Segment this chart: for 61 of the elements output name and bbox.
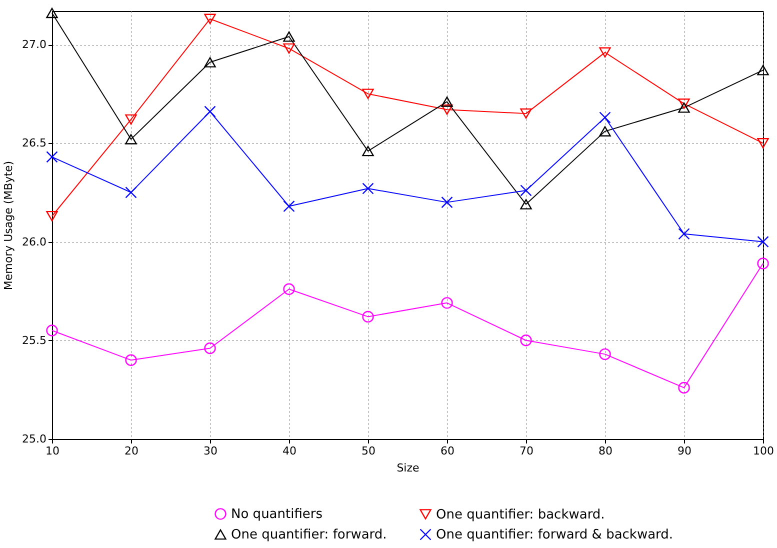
point [520, 334, 532, 346]
x-axis-title: Size [396, 462, 420, 474]
y-tick-label: 26.5 [22, 136, 46, 150]
point [678, 98, 690, 109]
point [678, 102, 690, 113]
x-tick-label: 70 [520, 444, 534, 458]
point [757, 258, 769, 270]
point [125, 354, 137, 366]
point [46, 151, 58, 163]
point [204, 14, 216, 24]
point [757, 236, 769, 248]
y-tick-label: 25.0 [22, 432, 46, 446]
point [283, 283, 295, 295]
y-tick-label: 27.0 [22, 38, 46, 52]
point [441, 297, 453, 309]
x-tick-label: 60 [440, 444, 454, 458]
point [520, 199, 532, 210]
point [125, 114, 137, 125]
legend-label: One quantifier: backward. [436, 507, 605, 522]
point [46, 210, 58, 222]
x-tick-label: 40 [282, 444, 296, 458]
point [757, 65, 769, 76]
point [204, 57, 216, 68]
point [520, 108, 532, 119]
point [125, 134, 137, 144]
x-tick-label: 100 [753, 444, 774, 458]
point [599, 126, 611, 136]
legend-label: No quantifiers [231, 506, 323, 522]
x-tick-label: 80 [598, 444, 612, 458]
point [283, 32, 295, 42]
point [441, 96, 453, 107]
point [599, 348, 611, 360]
point [362, 182, 374, 194]
point [46, 324, 58, 336]
point [520, 184, 532, 196]
point [125, 186, 137, 198]
point [46, 8, 58, 18]
point [599, 47, 611, 58]
point [678, 228, 690, 240]
y-tick-label: 26.0 [22, 235, 46, 248]
y-tick-label: 25.5 [22, 334, 46, 347]
x-tick-label: 30 [204, 444, 218, 458]
x-tick-label: 10 [46, 444, 60, 458]
point [441, 104, 453, 115]
point [757, 138, 769, 148]
x-tick-label: 20 [124, 444, 138, 458]
point [362, 146, 374, 156]
point [441, 196, 453, 208]
x-tick-label: 50 [362, 444, 376, 458]
point [283, 43, 295, 54]
point [283, 200, 295, 212]
point [204, 106, 216, 118]
legend-label: One quantifier: forward & backward. [436, 528, 674, 542]
point [362, 310, 374, 323]
point [362, 88, 374, 99]
x-tick-label: 90 [678, 444, 692, 458]
y-axis-title: Memory Usage (MByte) [2, 160, 16, 290]
point [599, 112, 611, 124]
point [678, 382, 690, 394]
point [204, 342, 216, 354]
legend-label: One quantifier: forward. [231, 528, 387, 542]
